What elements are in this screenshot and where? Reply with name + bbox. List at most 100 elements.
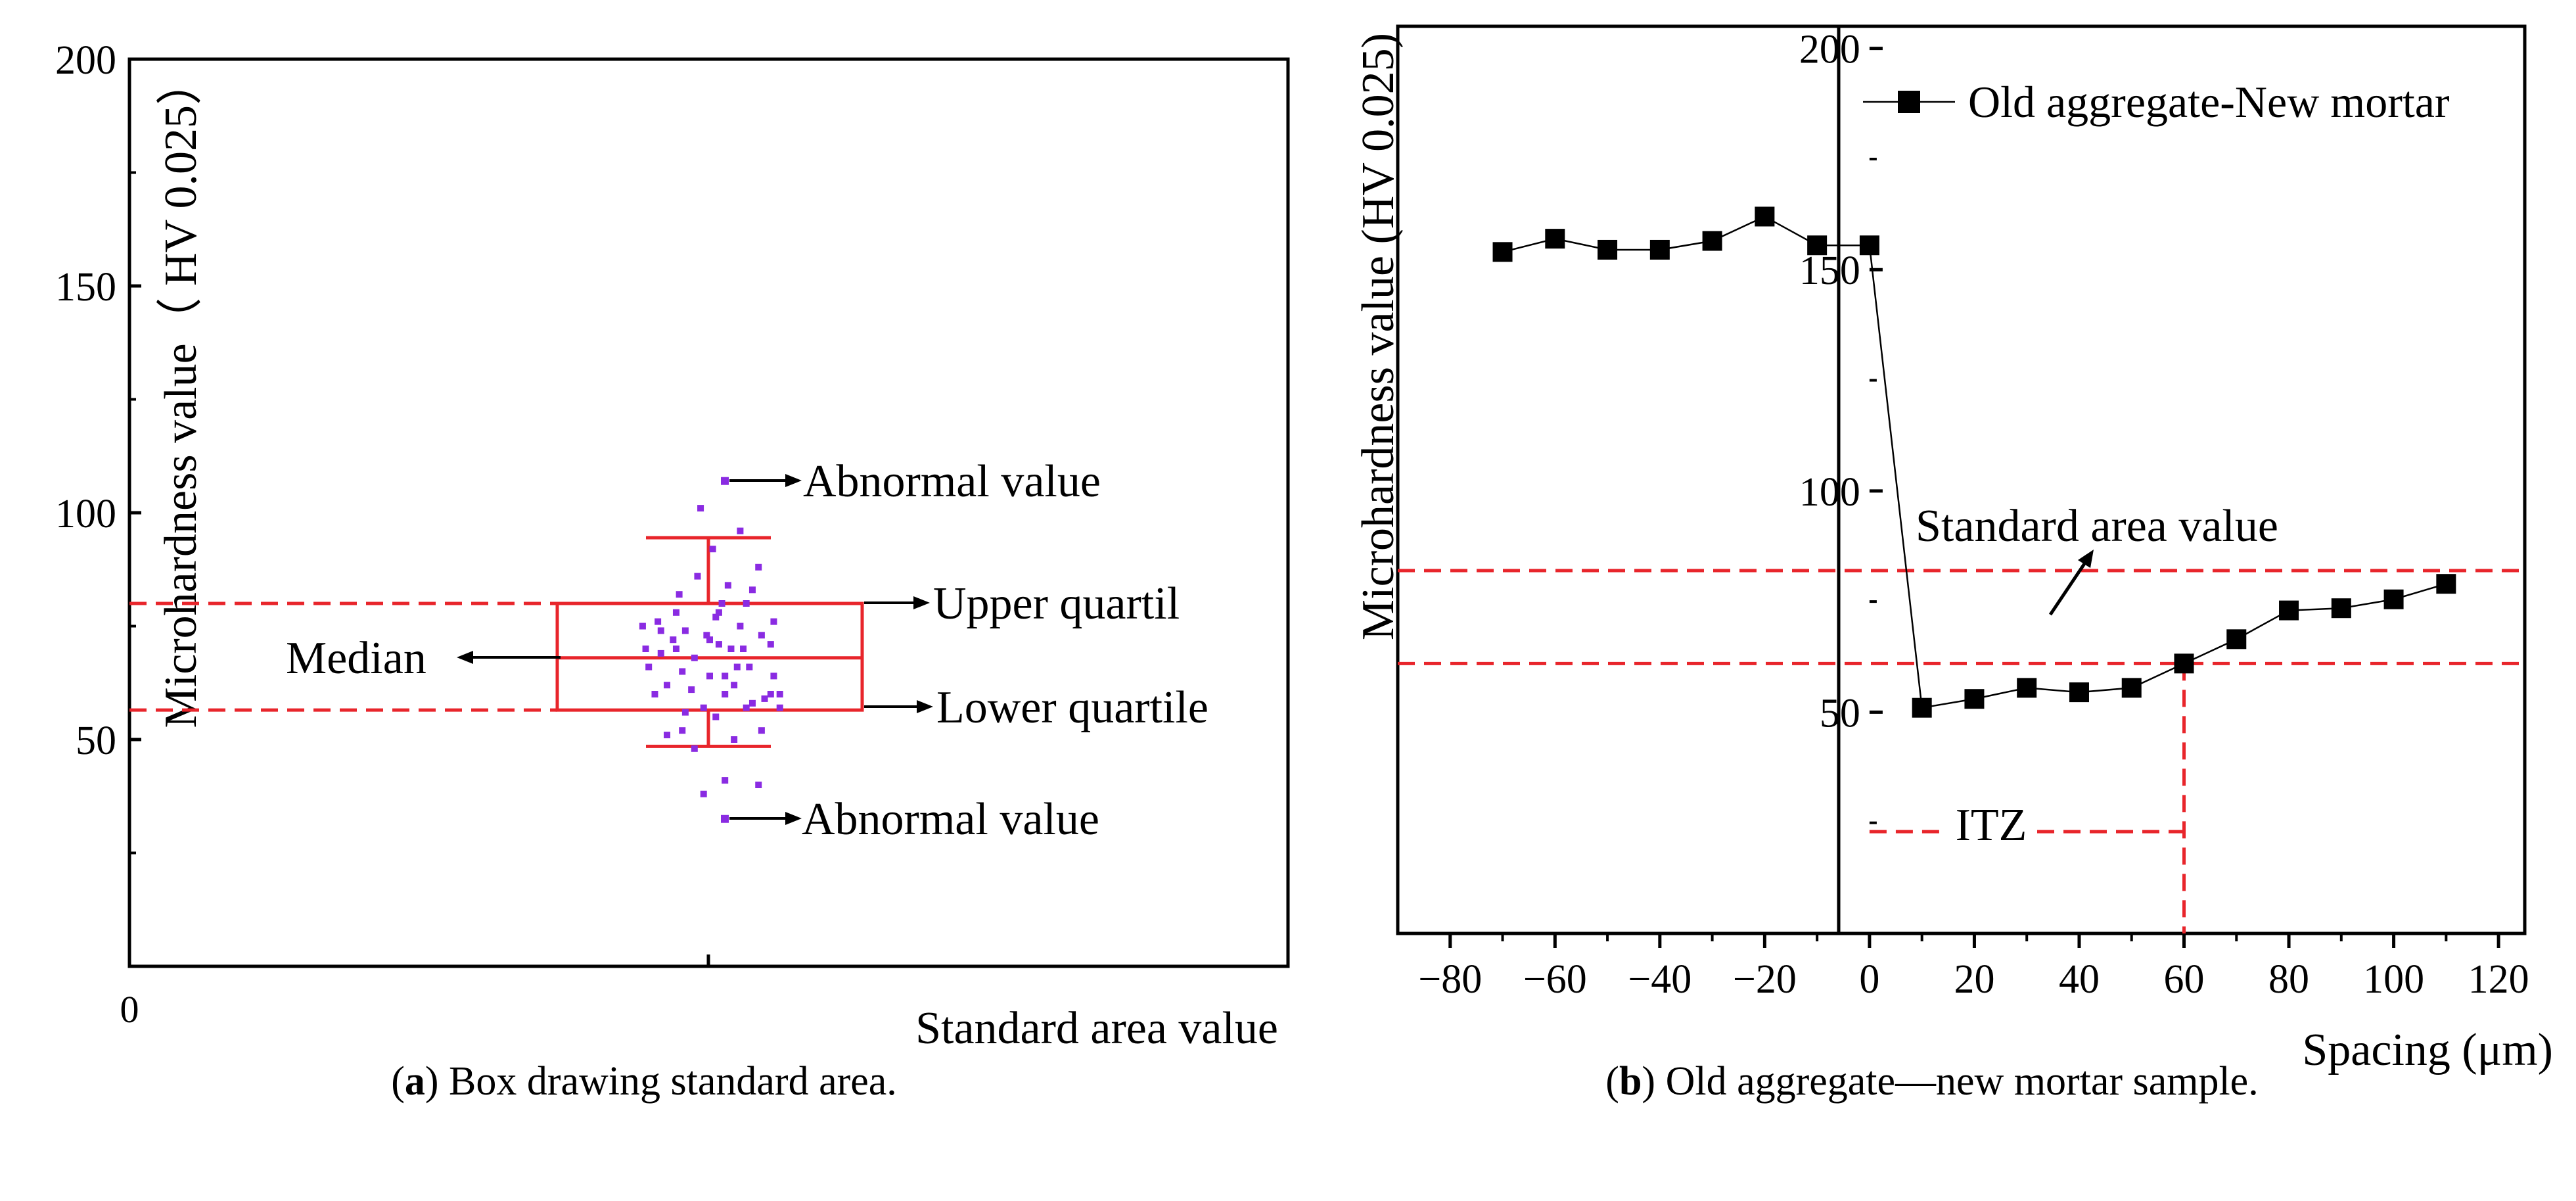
line-chart-series	[1492, 206, 2456, 718]
line-chart-panel: −80 −60 −40 −20 0 20 40 60 80 100 120 50100150200 …	[1353, 24, 2553, 1075]
data-point	[642, 646, 649, 652]
data-point	[688, 686, 695, 694]
y-tick-label: 150	[1799, 248, 1860, 293]
box-chart-outliers	[721, 477, 729, 823]
box-chart-x-axis-label: Standard area value	[915, 1003, 1278, 1054]
data-point	[706, 636, 713, 644]
caption-b: (b) Old aggregate—new mortar sample.	[1605, 1059, 2259, 1104]
series-marker	[2069, 682, 2089, 703]
data-point	[670, 636, 677, 644]
data-point	[748, 699, 756, 707]
data-point	[767, 691, 774, 697]
data-point	[709, 546, 716, 553]
annotation-upper-quartile: Upper quartil	[864, 578, 1180, 629]
data-point	[681, 709, 689, 716]
line-chart-y-axis: 50 100 150 200	[1799, 28, 1883, 824]
data-point	[761, 695, 768, 702]
series-marker	[2436, 574, 2456, 594]
data-point	[700, 790, 707, 797]
data-point	[770, 672, 777, 680]
data-point	[743, 600, 750, 607]
annotation-label: Upper quartil	[933, 578, 1180, 629]
data-point	[679, 668, 686, 675]
series-marker	[1598, 239, 1618, 260]
arrow-head	[457, 651, 473, 664]
outlier-point	[721, 814, 729, 823]
y-tick-label: 100	[1799, 470, 1860, 515]
data-point	[776, 691, 783, 697]
box-chart-origin-label: 0	[120, 988, 139, 1031]
data-point	[722, 672, 729, 680]
data-point	[748, 586, 756, 594]
data-point	[715, 609, 722, 616]
caption-a-letter: a	[404, 1059, 425, 1104]
data-point	[657, 649, 664, 657]
caption-b-text: Old aggregate—new mortar sample.	[1655, 1059, 2259, 1104]
annotation-median: Median	[286, 633, 561, 684]
legend-marker	[1898, 91, 1920, 113]
box-chart-points	[639, 505, 783, 797]
x-tick-label: 40	[2059, 957, 2100, 1002]
series-marker	[1964, 689, 1985, 709]
data-point	[755, 782, 762, 788]
data-point	[703, 632, 710, 639]
itz-marker	[1869, 663, 2186, 933]
data-point	[676, 591, 683, 598]
series-marker	[2174, 653, 2194, 674]
data-point	[722, 691, 729, 697]
y-tick-label: 100	[55, 492, 116, 536]
data-point	[651, 691, 658, 697]
data-point	[697, 505, 704, 512]
data-point	[691, 745, 698, 752]
caption-a-text: Box drawing standard area.	[438, 1059, 897, 1104]
data-point	[679, 727, 686, 734]
series-marker	[1859, 235, 1879, 256]
line-chart-y-axis-label: Microhardness value (HV 0.025)	[1353, 33, 1404, 640]
box-plot	[555, 536, 864, 748]
data-point	[722, 777, 729, 784]
x-tick-label: −40	[1628, 957, 1691, 1002]
outlier-point	[721, 477, 729, 485]
series-line	[1502, 216, 2447, 709]
box-chart-reference-lines	[129, 601, 557, 712]
line-chart-x-axis: −80 −60 −40 −20 0 20 40 60 80 100 120	[1418, 933, 2529, 1002]
arrow-head	[2078, 550, 2094, 568]
x-tick-label: 20	[1954, 957, 1994, 1002]
series-marker	[1755, 206, 1775, 227]
legend-label: Old aggregate-New mortar	[1968, 77, 2450, 127]
series-marker	[1702, 231, 1722, 251]
data-point	[706, 672, 713, 680]
x-tick-label: −20	[1733, 957, 1797, 1002]
annotation-standard-area: Standard area value	[1916, 501, 2278, 616]
data-point	[776, 704, 783, 711]
x-tick-label: 80	[2268, 957, 2309, 1002]
itz-label: ITZ	[1956, 800, 2027, 851]
data-point	[715, 641, 722, 648]
data-point	[672, 609, 679, 616]
box-chart-y-axis: 50 100 150 200	[55, 38, 141, 855]
data-point	[700, 704, 707, 711]
data-point	[712, 613, 720, 621]
data-point	[770, 618, 777, 625]
y-tick-label: 200	[1799, 28, 1860, 72]
annotation-abnormal-low: Abnormal value	[729, 794, 1099, 845]
data-point	[672, 646, 679, 652]
data-point	[755, 563, 762, 571]
legend: Old aggregate-New mortar	[1863, 77, 2450, 127]
series-marker	[1545, 229, 1565, 249]
caption-a: (a) Box drawing standard area.	[391, 1059, 897, 1104]
arrow-head	[785, 812, 802, 825]
series-marker	[2226, 629, 2247, 649]
annotation-label: Abnormal value	[803, 456, 1101, 507]
data-point	[758, 727, 765, 734]
data-point	[767, 641, 774, 648]
data-point	[645, 663, 653, 671]
annotation-label: Median	[286, 633, 426, 684]
series-marker	[2383, 589, 2404, 609]
box-chart-panel: 50 100 150 200 0 Standard area value Microh…	[55, 38, 1290, 1054]
annotation-label: Standard area value	[1916, 501, 2278, 552]
box-chart-y-axis-label: Microhardness value（ HV 0.025）	[156, 59, 206, 728]
data-point	[664, 732, 671, 739]
x-tick-label: −60	[1523, 957, 1587, 1002]
data-point	[657, 627, 664, 634]
